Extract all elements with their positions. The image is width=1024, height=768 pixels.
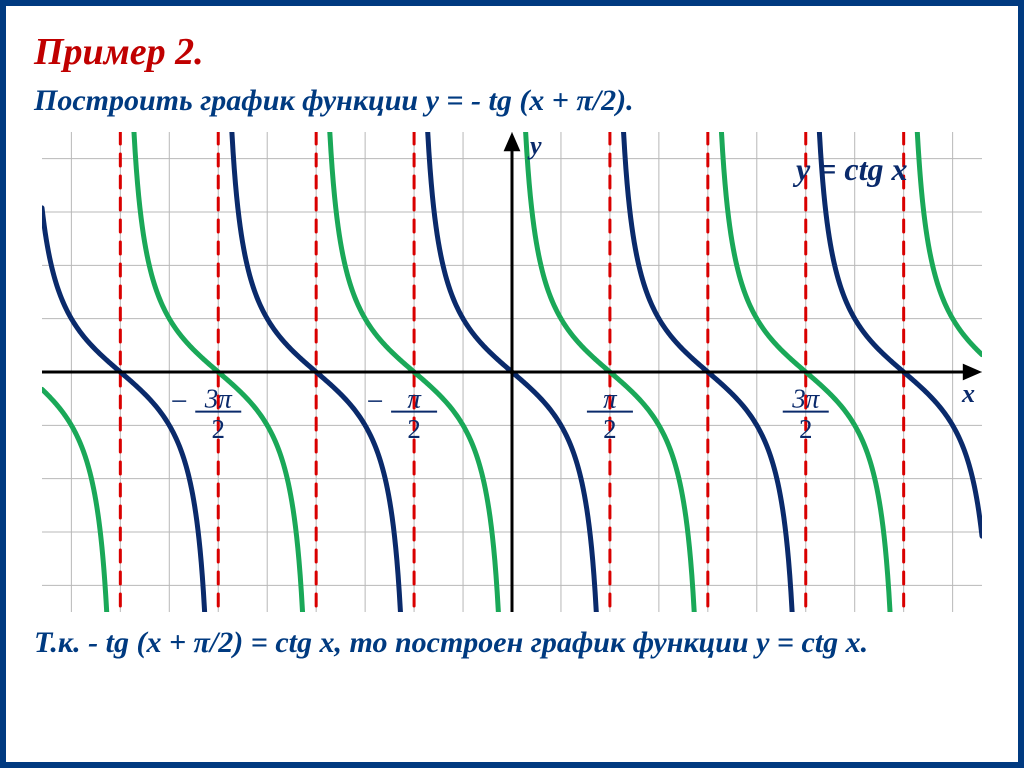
svg-text:y: y (527, 132, 542, 160)
svg-text:π: π (603, 383, 618, 413)
svg-text:π: π (407, 383, 422, 413)
example-title: Пример 2. (34, 30, 990, 74)
svg-text:2: 2 (212, 414, 226, 444)
svg-text:3π: 3π (204, 383, 234, 413)
svg-text:2: 2 (799, 414, 813, 444)
svg-text:2: 2 (407, 414, 421, 444)
example-conclusion: Т.к. - tg (x + π/2) = ctg x, то построен… (34, 626, 990, 660)
svg-text:x: x (961, 379, 975, 408)
curve-annotation: y = ctg x (792, 151, 908, 187)
svg-text:−: − (171, 385, 188, 418)
tangent-cotangent-chart: yx−3π2−π2π23π2y = ctg x (42, 132, 982, 612)
svg-text:−: − (367, 385, 384, 418)
chart-container: yx−3π2−π2π23π2y = ctg x (42, 132, 982, 612)
svg-text:3π: 3π (791, 383, 821, 413)
example-prompt: Построить график функции y = - tg (x + π… (34, 84, 990, 118)
svg-text:2: 2 (603, 414, 617, 444)
